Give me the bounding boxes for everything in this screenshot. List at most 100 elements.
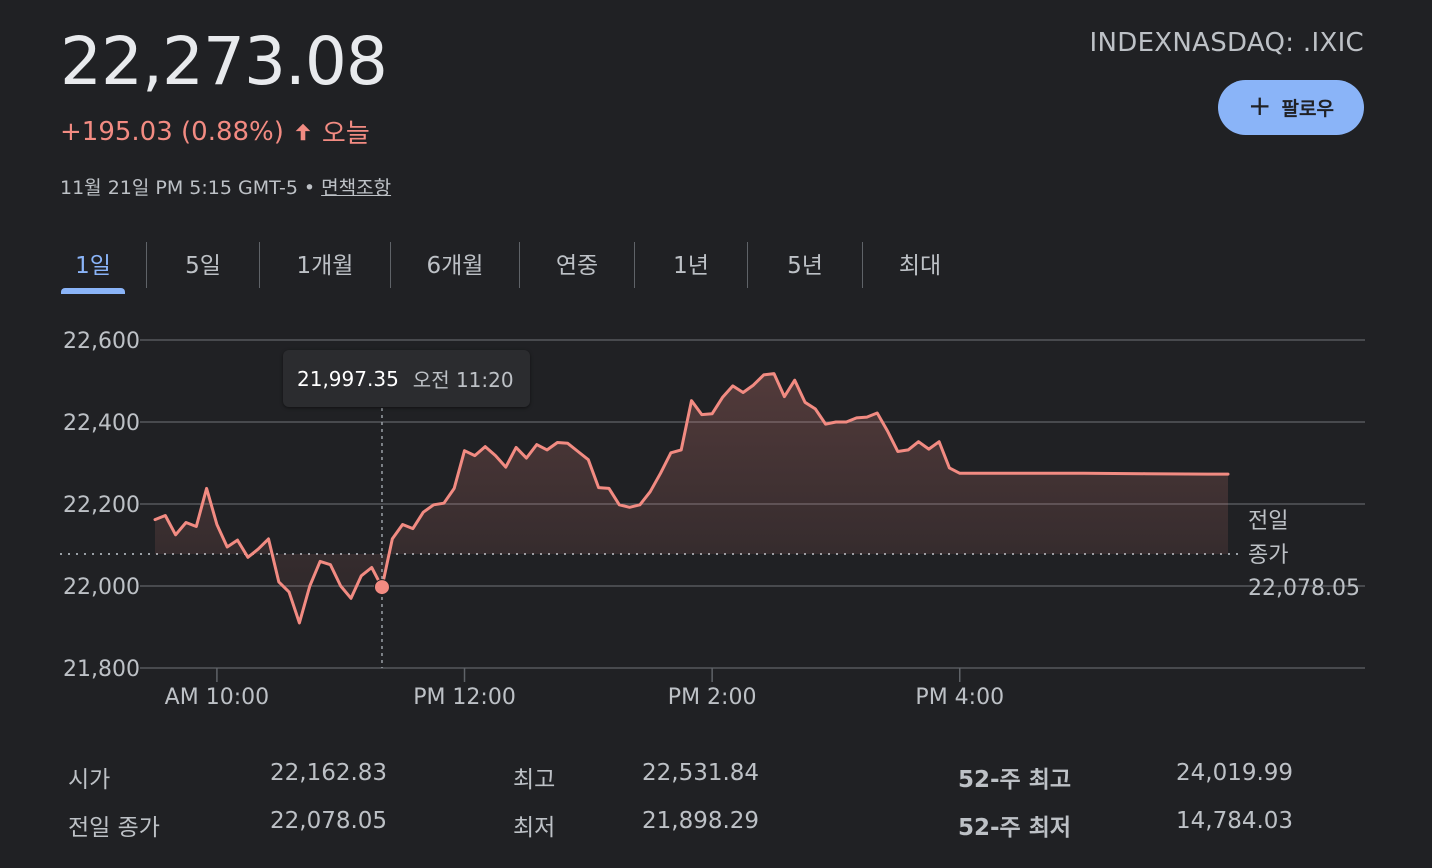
data-point[interactable]	[513, 444, 519, 450]
price-chart[interactable]: 22,600 22,400 22,200 22,000 21,800 AM 10:00 PM…	[0, 300, 1432, 720]
data-point[interactable]	[224, 544, 230, 550]
data-point[interactable]	[637, 502, 643, 508]
data-point[interactable]	[905, 447, 911, 453]
data-point[interactable]	[296, 620, 302, 626]
data-point[interactable]	[276, 579, 282, 585]
data-point[interactable]	[307, 583, 313, 589]
data-point[interactable]	[1143, 471, 1149, 477]
data-point[interactable]	[843, 419, 849, 425]
data-point[interactable]	[214, 522, 220, 528]
data-point[interactable]	[462, 448, 468, 454]
tab-1m[interactable]: 1개월	[296, 253, 354, 279]
tab-max[interactable]: 최대	[898, 253, 942, 279]
data-point[interactable]	[616, 502, 622, 508]
data-point[interactable]	[544, 447, 550, 453]
data-point[interactable]	[1019, 470, 1025, 476]
data-point[interactable]	[358, 573, 364, 579]
data-point[interactable]	[936, 439, 942, 445]
highlight-point[interactable]	[373, 579, 390, 596]
data-point[interactable]	[957, 470, 963, 476]
data-point[interactable]	[534, 442, 540, 448]
data-point[interactable]	[472, 453, 478, 459]
data-point[interactable]	[771, 371, 777, 377]
data-point[interactable]	[575, 449, 581, 455]
data-point[interactable]	[854, 415, 860, 421]
data-point[interactable]	[812, 406, 818, 412]
tab-1d[interactable]: 1일	[40, 238, 146, 294]
data-point[interactable]	[946, 465, 952, 471]
data-point[interactable]	[245, 554, 251, 560]
data-point[interactable]	[709, 411, 715, 417]
data-point[interactable]	[523, 455, 529, 461]
data-point[interactable]	[431, 502, 437, 508]
data-point[interactable]	[730, 383, 736, 389]
data-point[interactable]	[152, 517, 158, 523]
data-point[interactable]	[482, 444, 488, 450]
data-point[interactable]	[317, 558, 323, 564]
data-point[interactable]	[554, 440, 560, 446]
data-point[interactable]	[781, 394, 787, 400]
tab-1y[interactable]: 1년	[673, 253, 709, 279]
data-point[interactable]	[266, 536, 272, 542]
data-point[interactable]	[441, 500, 447, 506]
follow-button[interactable]: + 팔로우	[1218, 80, 1364, 135]
data-point[interactable]	[885, 428, 891, 434]
data-point[interactable]	[369, 565, 375, 571]
data-point[interactable]	[750, 382, 756, 388]
data-point[interactable]	[585, 457, 591, 463]
tab-ytd[interactable]: 연중	[555, 253, 599, 279]
hover-tooltip: 21,997.35 오전 11:20	[283, 350, 530, 407]
data-point[interactable]	[647, 489, 653, 495]
data-point[interactable]	[451, 485, 457, 491]
data-point[interactable]	[338, 583, 344, 589]
data-point[interactable]	[235, 537, 241, 543]
data-point[interactable]	[874, 410, 880, 416]
data-point[interactable]	[410, 526, 416, 532]
data-point[interactable]	[833, 419, 839, 425]
data-point[interactable]	[606, 485, 612, 491]
data-point[interactable]	[916, 439, 922, 445]
data-point[interactable]	[173, 532, 179, 538]
data-point[interactable]	[678, 447, 684, 453]
data-point[interactable]	[183, 520, 189, 526]
data-point[interactable]	[255, 546, 261, 552]
tab-6m[interactable]: 6개월	[426, 253, 484, 279]
data-point[interactable]	[699, 412, 705, 418]
data-point[interactable]	[627, 504, 633, 510]
data-point[interactable]	[689, 398, 695, 404]
data-point[interactable]	[823, 421, 829, 427]
stat-value-52w-high: 24,019.99	[1176, 760, 1294, 786]
data-point[interactable]	[895, 449, 901, 455]
data-point[interactable]	[162, 513, 168, 519]
data-point[interactable]	[668, 450, 674, 456]
tab-5y[interactable]: 5년	[787, 253, 823, 279]
data-point[interactable]	[286, 589, 292, 595]
x-tick-label: PM 12:00	[413, 685, 516, 710]
data-point[interactable]	[720, 394, 726, 400]
stat-label-52w-low: 52-주 최저	[958, 815, 1072, 841]
data-point[interactable]	[596, 485, 602, 491]
data-point[interactable]	[802, 399, 808, 405]
stat-value-prev-close: 22,078.05	[270, 808, 388, 834]
data-point[interactable]	[926, 446, 932, 452]
data-point[interactable]	[740, 390, 746, 396]
data-point[interactable]	[389, 536, 395, 542]
data-point[interactable]	[1204, 471, 1210, 477]
data-point[interactable]	[327, 562, 333, 568]
data-point[interactable]	[348, 595, 354, 601]
disclaimer-link[interactable]: 면책조항	[321, 177, 392, 199]
data-point[interactable]	[761, 372, 767, 378]
data-point[interactable]	[1081, 470, 1087, 476]
data-point[interactable]	[503, 464, 509, 470]
data-point[interactable]	[565, 440, 571, 446]
data-point[interactable]	[1225, 471, 1231, 477]
data-point[interactable]	[204, 485, 210, 491]
data-point[interactable]	[420, 509, 426, 515]
data-point[interactable]	[493, 453, 499, 459]
data-point[interactable]	[864, 414, 870, 420]
tab-5d[interactable]: 5일	[185, 253, 221, 279]
data-point[interactable]	[400, 522, 406, 528]
data-point[interactable]	[658, 470, 664, 476]
data-point[interactable]	[193, 524, 199, 530]
data-point[interactable]	[792, 377, 798, 383]
